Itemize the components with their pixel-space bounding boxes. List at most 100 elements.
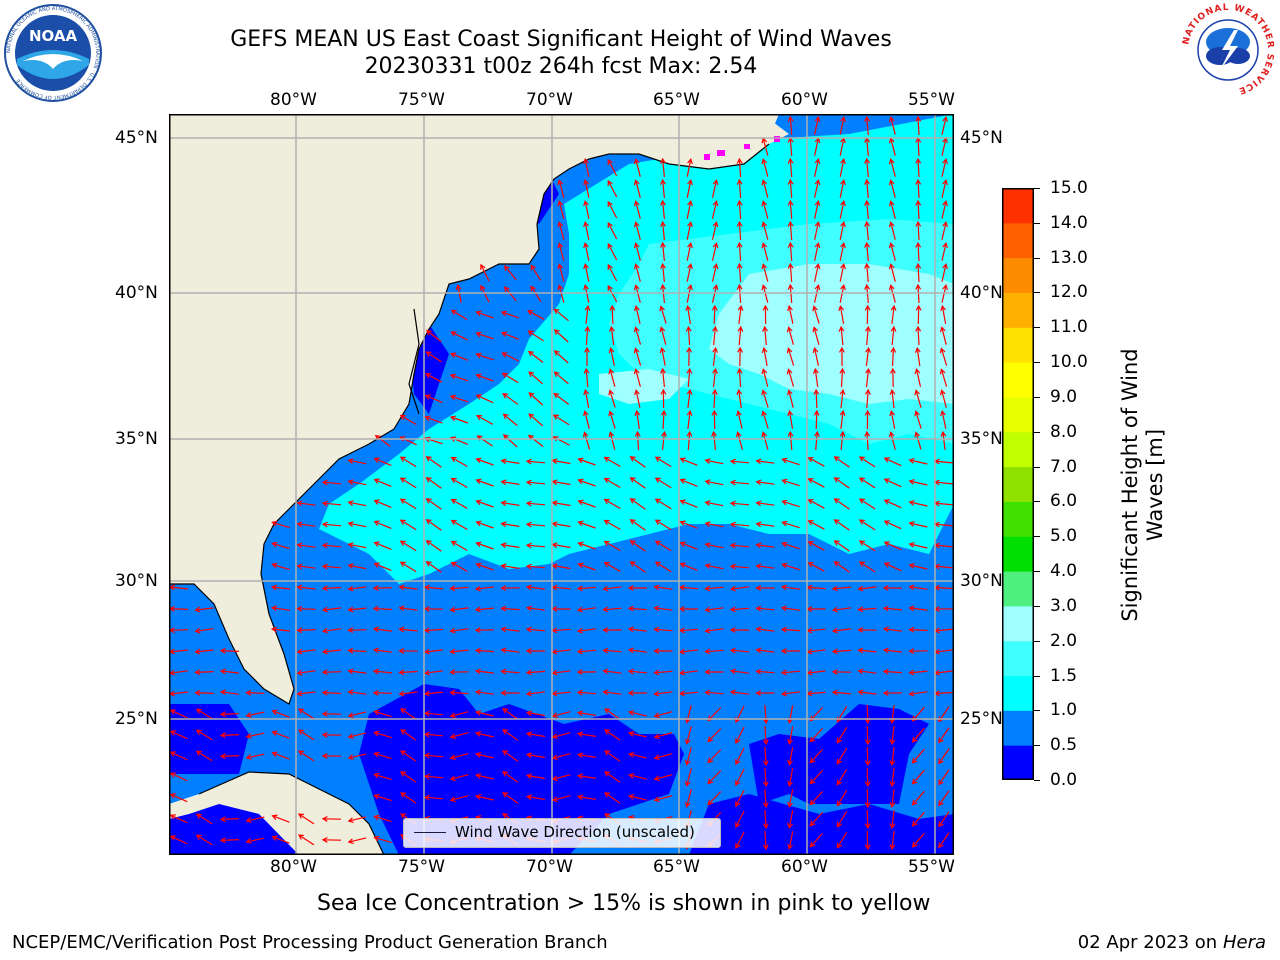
wave-direction-arrow [449, 774, 469, 782]
wave-direction-arrow [839, 178, 846, 198]
wave-direction-arrow [219, 689, 239, 696]
colorbar-tick-mark [1034, 431, 1040, 433]
lat-label-right-45n: 45°N [960, 128, 1003, 148]
wave-direction-arrow [711, 220, 719, 240]
wave-direction-arrow [653, 711, 673, 719]
wave-direction-arrow [296, 690, 316, 697]
wave-direction-arrow [883, 541, 902, 551]
wave-direction-arrow [321, 585, 342, 592]
wave-direction-arrow [449, 373, 469, 382]
lat-label-right-35n: 35°N [960, 429, 1003, 449]
wave-direction-arrow [659, 326, 667, 345]
wave-direction-arrow [864, 241, 870, 262]
wave-direction-arrow [373, 478, 392, 487]
wave-direction-arrow [755, 500, 775, 507]
wave-direction-arrow [660, 178, 666, 199]
wave-direction-arrow [296, 669, 316, 676]
wave-direction-arrow [450, 498, 468, 510]
wave-direction-arrow [711, 262, 719, 282]
wave-direction-arrow [245, 837, 265, 844]
wave-direction-arrow [938, 832, 950, 849]
map-frame [169, 114, 954, 855]
wave-direction-arrow [780, 626, 801, 633]
wave-direction-arrow [607, 200, 618, 219]
wave-direction-arrow [552, 414, 570, 426]
wave-direction-arrow [557, 200, 565, 219]
wave-direction-arrow [527, 330, 544, 342]
wave-direction-arrow [889, 409, 896, 429]
wave-direction-arrow [423, 584, 444, 591]
wave-direction-arrow [864, 220, 870, 241]
wave-direction-arrow [787, 199, 794, 220]
wave-direction-arrow [608, 325, 615, 345]
wave-direction-arrow [372, 689, 393, 696]
wave-direction-arrow [761, 263, 769, 282]
wave-direction-arrow [908, 500, 928, 507]
wave-direction-arrow [525, 584, 545, 591]
wave-direction-arrow [627, 585, 647, 591]
wave-direction-arrow [627, 626, 647, 633]
wave-direction-arrow [883, 562, 902, 572]
wave-direction-arrow [684, 789, 692, 808]
wave-direction-arrow [627, 690, 647, 696]
wave-direction-arrow [577, 478, 596, 487]
wave-direction-arrow [755, 585, 775, 591]
wave-direction-arrow [780, 648, 801, 655]
wave-direction-arrow [449, 689, 469, 696]
wave-direction-arrow [528, 392, 544, 406]
colorbar-segment [1002, 571, 1034, 607]
wave-direction-arrow [602, 689, 622, 696]
wave-direction-arrow [781, 478, 800, 487]
wave-direction-arrow [425, 519, 442, 531]
wave-direction-arrow [831, 627, 851, 634]
wave-direction-arrow [704, 479, 724, 486]
wave-direction-arrow [812, 367, 819, 387]
wave-direction-arrow [169, 709, 188, 719]
colorbar-tick-label: 5.0 [1050, 526, 1078, 547]
wave-direction-arrow [607, 158, 618, 177]
wave-direction-arrow [653, 669, 673, 676]
wave-direction-arrow [755, 605, 775, 612]
wave-direction-arrow [839, 409, 846, 429]
colorbar-tick-mark [1034, 327, 1040, 329]
wave-direction-arrow [500, 458, 520, 465]
wave-direction-arrow [373, 772, 392, 781]
colorbar-segment [1002, 745, 1034, 780]
wave-direction-arrow [321, 648, 341, 655]
wave-direction-arrow [627, 668, 648, 675]
wave-direction-arrow [864, 704, 871, 725]
colorbar-tick-label: 12.0 [1050, 282, 1088, 303]
wave-direction-arrow [888, 284, 896, 303]
wave-direction-arrow [679, 562, 698, 571]
wave-direction-arrow [660, 409, 667, 430]
wave-direction-arrow [219, 668, 239, 675]
wave-direction-arrow [833, 498, 850, 510]
lon-label-top-65w: 65°W [653, 90, 700, 110]
wave-direction-arrow [399, 414, 417, 426]
colorbar-tick-mark [1034, 396, 1040, 398]
colorbar-segment [1002, 327, 1034, 363]
wave-direction-arrow [500, 500, 520, 507]
wave-direction-arrow [449, 606, 469, 613]
wave-direction-arrow [425, 540, 442, 552]
wave-direction-arrow [297, 813, 315, 825]
wave-direction-arrow [839, 430, 846, 451]
wave-direction-arrow [525, 752, 545, 759]
wave-direction-arrow [627, 710, 647, 717]
wave-direction-arrow [781, 457, 800, 466]
wave-direction-arrow [653, 753, 673, 761]
colorbar-segment [1002, 605, 1034, 642]
wave-direction-arrow [271, 751, 290, 760]
wave-direction-arrow [399, 540, 417, 552]
wave-direction-arrow [781, 499, 800, 508]
wave-direction-arrow [500, 626, 520, 633]
wave-direction-arrow [480, 284, 490, 303]
wave-direction-arrow [814, 430, 820, 451]
wave-direction-arrow [577, 562, 596, 571]
wave-direction-arrow [557, 242, 565, 261]
wave-direction-arrow [474, 668, 494, 675]
wave-direction-arrow [858, 498, 876, 510]
wave-direction-arrow [807, 457, 825, 467]
chart-subtitle: 20230331 t00z 264h fcst Max: 2.54 [364, 54, 758, 79]
colorbar-tick-mark [1034, 501, 1040, 503]
